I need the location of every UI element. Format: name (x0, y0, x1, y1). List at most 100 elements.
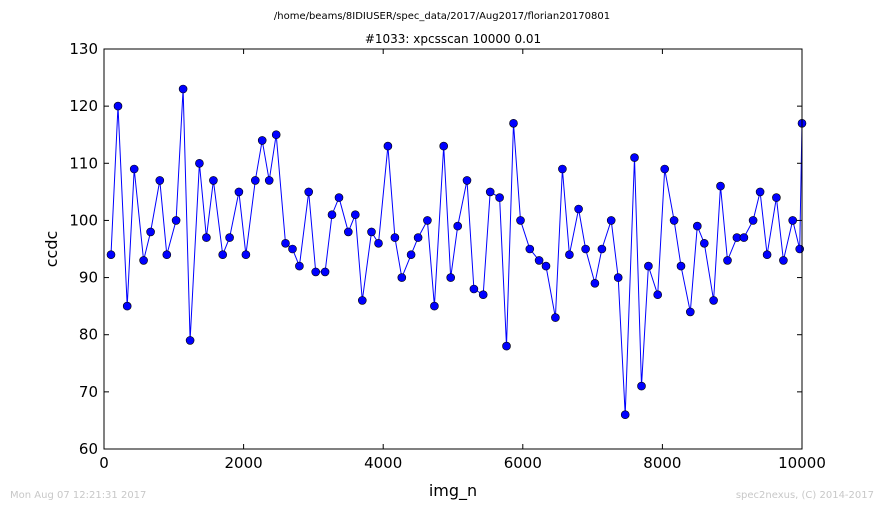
footer-timestamp: Mon Aug 07 12:21:31 2017 (10, 490, 146, 501)
data-point (295, 261, 304, 271)
data-point (630, 153, 639, 162)
data-point (122, 301, 132, 311)
data-point (234, 187, 244, 197)
data-point (637, 381, 646, 391)
data-point (755, 187, 765, 197)
x-tick-label: 4000 (364, 454, 402, 472)
data-point (709, 296, 718, 305)
data-point (162, 250, 172, 259)
data-point (146, 227, 155, 237)
data-point (669, 216, 679, 225)
plot-frame (103, 48, 803, 450)
data-point (195, 159, 204, 168)
data-point (304, 187, 314, 197)
x-tick-label: 6000 (504, 454, 542, 472)
data-point (113, 101, 123, 111)
data-point (178, 84, 188, 94)
data-point (288, 244, 297, 254)
data-point (653, 290, 663, 300)
data-point (516, 216, 525, 225)
data-point (334, 193, 344, 202)
data-point (139, 256, 148, 265)
data-point (209, 176, 218, 185)
data-point (723, 256, 732, 265)
data-point (581, 244, 590, 254)
y-tick-label: 60 (79, 440, 98, 458)
y-axis-label: ccdc (42, 231, 61, 268)
data-point (453, 221, 463, 231)
y-tick-label: 110 (69, 154, 98, 172)
data-point (676, 261, 686, 271)
data-point (469, 284, 479, 294)
data-point (311, 267, 321, 277)
data-point (241, 250, 251, 259)
data-point (397, 273, 407, 282)
data-point (762, 250, 772, 259)
y-tick-label: 70 (79, 383, 98, 401)
chart-title: #1033: xpcsscan 10000 0.01 (365, 32, 541, 46)
data-point (485, 187, 495, 197)
chart-suptitle: /home/beams/8IDIUSER/spec_data/2017/Aug2… (274, 11, 610, 22)
data-point (171, 216, 181, 225)
data-point (478, 290, 488, 300)
data-point (413, 233, 423, 242)
data-point (644, 261, 653, 271)
data-point (106, 250, 116, 259)
plot-area: 0 2000 4000 6000 8000 10000 60 70 80 90 100 110 120 1… (69, 40, 826, 472)
data-point (390, 233, 400, 242)
x-tick-label: 2000 (225, 454, 263, 472)
data-point (748, 216, 758, 225)
data-point (779, 256, 788, 265)
data-point (430, 301, 439, 311)
data-point (541, 261, 551, 271)
data-point (350, 210, 360, 219)
x-tick-label: 10000 (778, 454, 826, 472)
data-point (446, 273, 456, 282)
data-point (218, 250, 227, 259)
data-point (423, 216, 432, 225)
data-point (439, 141, 449, 151)
data-point (660, 164, 670, 174)
data-point (502, 341, 511, 351)
data-point (327, 210, 337, 219)
data-point (462, 176, 472, 185)
data-point (357, 296, 367, 305)
data-point (320, 267, 330, 277)
data-point (281, 239, 290, 248)
data-point (699, 239, 709, 248)
data-point (551, 313, 560, 322)
data-point (716, 181, 725, 191)
data-point (565, 250, 574, 259)
x-axis-label: img_n (429, 481, 477, 501)
footer-credit: spec2nexus, (C) 2014-2017 (736, 490, 874, 501)
data-point (271, 130, 281, 139)
data-point (155, 176, 165, 185)
data-point (406, 250, 416, 259)
data-point (525, 244, 535, 254)
y-tick-label: 120 (69, 97, 98, 115)
data-point (202, 233, 211, 242)
data-point (620, 410, 630, 420)
data-point (383, 141, 393, 151)
data-point (590, 278, 600, 288)
data-point (606, 216, 616, 225)
data-point (558, 164, 567, 174)
data-point (574, 204, 583, 214)
data-point (264, 176, 274, 185)
data-point (509, 119, 518, 128)
data-point (257, 136, 267, 145)
x-tick-label: 0 (99, 454, 109, 472)
y-tick-label: 100 (69, 211, 98, 229)
data-point (251, 176, 260, 185)
series-line (110, 88, 802, 415)
y-tick-label: 90 (79, 269, 98, 287)
y-tick-label: 130 (69, 40, 98, 58)
x-tick-label: 8000 (643, 454, 681, 472)
data-point (374, 239, 383, 248)
data-point (739, 233, 749, 242)
data-point (129, 164, 139, 174)
data-point (692, 221, 702, 231)
data-point (788, 216, 798, 225)
data-point (343, 227, 353, 237)
